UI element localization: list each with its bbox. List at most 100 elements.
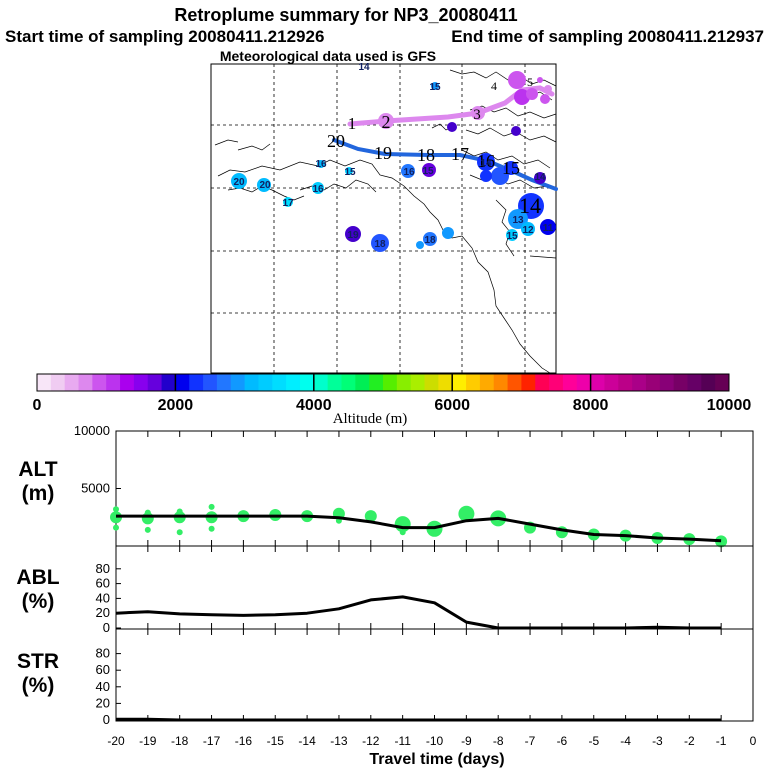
colorbar-cell [355, 374, 370, 391]
alt-dot [715, 535, 728, 548]
end-time-label: End time of sampling 20080411.212937 [451, 27, 764, 46]
colorbar-tick-labels: 0 2000 4000 6000 8000 10000 [33, 397, 752, 414]
y-tick-label: 60 [96, 662, 110, 677]
colorbar-cells [37, 374, 730, 391]
alt-dot [144, 509, 151, 516]
series-line [116, 717, 722, 722]
plume-marker [431, 82, 439, 90]
marker-label: 20 [233, 177, 245, 188]
colorbar-cell [410, 374, 425, 391]
plume-marker [508, 71, 526, 89]
alt-dot [208, 503, 215, 510]
plume1-label: 5 [527, 75, 533, 89]
colorbar-cell [424, 374, 439, 391]
colorbar-cell [438, 374, 453, 391]
colorbar-cell [701, 374, 716, 391]
colorbar-cell [203, 374, 218, 391]
marker-label: 17 [282, 198, 294, 209]
plume-magenta-trajectory [347, 85, 555, 127]
colorbar-cell [396, 374, 412, 391]
x-tick-label: -2 [684, 734, 695, 748]
plume-marker [504, 161, 518, 175]
start-time-label: Start time of sampling 20080411.212926 [5, 27, 324, 46]
y-tick-label: 20 [96, 695, 110, 710]
x-axis-label: Travel time (days) [369, 751, 504, 768]
y-tick-label: 80 [96, 561, 110, 576]
plume-marker [534, 172, 546, 184]
plume1-label: 1 [348, 114, 357, 133]
colorbar-cell [161, 374, 176, 391]
marker-label: 12 [522, 225, 534, 236]
plume-marker [257, 178, 271, 192]
plume-marker [540, 219, 556, 235]
colorbar-cell [535, 374, 550, 391]
plume-marker [447, 122, 457, 132]
str-ylabel-line1: STR [17, 650, 59, 673]
alt-panel: 10000 5000 [74, 423, 754, 548]
alt-ylabel-line1: ALT [18, 458, 57, 481]
colorbar-cell [175, 374, 190, 391]
marker-label: 19 [347, 230, 359, 241]
plume-marker [345, 167, 353, 175]
y-tick-label: 5000 [81, 481, 110, 496]
marker-label: 14 [480, 158, 492, 169]
alt-dot [458, 505, 475, 522]
marker-label: 18 [424, 235, 436, 246]
colorbar-cell [106, 374, 121, 391]
plume-marker [312, 182, 324, 194]
colorbar-cell [147, 374, 162, 391]
plume-marker [480, 170, 492, 182]
plume-marker [416, 241, 424, 249]
marker-label: 14 [358, 62, 370, 73]
x-tick-label: -15 [267, 734, 285, 748]
colorbar-cell [452, 374, 467, 391]
alt-dot [176, 529, 183, 536]
colorbar-cell [189, 374, 204, 391]
plume-marker [511, 126, 521, 136]
colorbar-cell [645, 374, 661, 391]
colorbar-cell [244, 374, 259, 391]
y-tick-label: 80 [96, 646, 110, 661]
alt-ylabel-line2: (m) [22, 482, 55, 505]
plume-marker [508, 209, 528, 229]
colorbar-cell [258, 374, 273, 391]
abl-ylabel-line2: (%) [22, 590, 55, 613]
colorbar-cell [78, 374, 93, 391]
x-tick-label: -9 [461, 734, 472, 748]
plume-marker [521, 222, 535, 236]
colorbar-cell [562, 374, 578, 391]
plume-marker [471, 106, 485, 120]
x-axis-tick-labels: -20 -19 -18 -17 -16 -15 -14 -13 -12 -11 -10 -9 -8 -7-… [107, 734, 756, 748]
met-data-label: Meteorological data used is GFS [220, 48, 436, 64]
colorbar-cell [272, 374, 287, 391]
altitude-colorbar: 0 2000 4000 6000 8000 10000 Altitude (m) [33, 373, 752, 427]
marker-label: 20 [259, 180, 271, 191]
plume1-label: 2 [382, 112, 391, 132]
colorbar-cell [369, 374, 384, 391]
y-tick-label: 40 [96, 590, 110, 605]
x-tick-label: -10 [426, 734, 444, 748]
colorbar-tick-label: 6000 [434, 397, 470, 414]
alt-dot [176, 508, 183, 515]
colorbar-cell [133, 374, 149, 391]
marker-label: 16 [312, 184, 324, 195]
colorbar-cell [549, 374, 564, 391]
colorbar-cell [327, 374, 342, 391]
plume-marker [537, 77, 543, 83]
colorbar-cell [715, 374, 730, 391]
plume2-label: 14 [519, 193, 541, 218]
colorbar-tick-label: 4000 [296, 397, 332, 414]
colorbar-cell [673, 374, 688, 391]
plume-marker [422, 163, 436, 177]
x-tick-label: -5 [588, 734, 599, 748]
series-line [115, 595, 722, 630]
colorbar-cell [313, 374, 329, 391]
x-tick-label: -3 [652, 734, 663, 748]
plume2-label: 19 [374, 143, 392, 163]
colorbar-cell [286, 374, 301, 391]
y-tick-label: 20 [96, 605, 110, 620]
marker-label: 15 [422, 166, 434, 177]
colorbar-cell [37, 374, 52, 391]
